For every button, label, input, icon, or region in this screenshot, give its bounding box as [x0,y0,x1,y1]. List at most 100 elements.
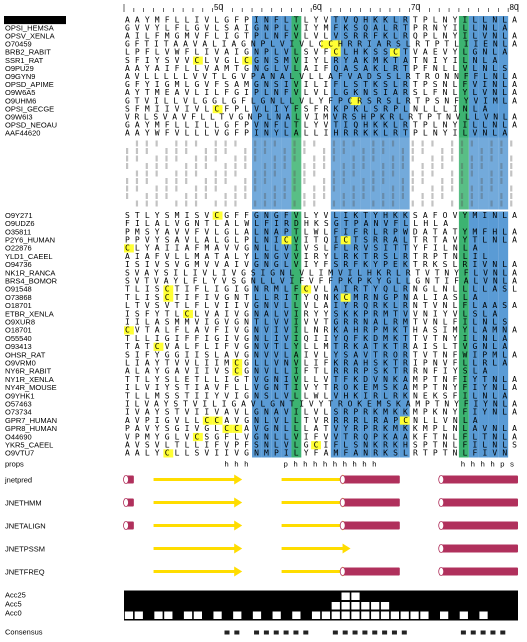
collapsed-residue-mark [293,170,296,177]
collapsed-sequences [126,140,513,207]
collapsed-residue-mark [155,155,158,162]
collapsed-residue-mark [470,140,473,147]
accessibility-cell [400,611,409,619]
collapsed-residue-mark [293,185,296,192]
consensus-mark [490,630,496,635]
cysteine-highlight [222,424,233,433]
cysteine-highlight [242,56,253,65]
ruler-tick-label: 70 [411,3,420,12]
conserved-column-shade [458,137,469,210]
prediction-label: jnetpred [4,476,32,485]
collapsed-residue-mark [342,140,345,147]
consensus-mark [273,630,279,635]
consensus-mark [342,630,348,635]
collapsed-residue-mark [244,178,247,184]
sequence-name: O9Y271 [5,211,33,220]
collapsed-residue-mark [411,170,414,177]
props-value: h [353,460,357,469]
collapsed-residue-mark [332,155,336,162]
sequence-name: OPSI_GECGE [5,104,54,113]
collapsed-residue-mark [441,148,444,154]
sequence-residues: SVAYSILIVLIVGSIGNLVLIMVILHKRLRTVTNYFLVNL… [125,268,517,277]
props-value: p [500,460,504,469]
collapsed-residue-mark [273,140,276,147]
collapsed-residue-mark [510,155,513,162]
strand-arrow-shaft [281,547,344,550]
collapsed-residue-mark [382,148,385,154]
conserved-column-shade [458,211,469,458]
collapsed-residue-mark [401,155,404,162]
collapsed-residue-mark [135,185,139,192]
collapsed-residue-mark [510,193,513,199]
collapsed-residue-mark [303,148,306,154]
collapsed-residue-mark [362,185,365,192]
collapsed-residue-mark [204,185,207,192]
accessibility-background [124,590,518,621]
hydrophobic-column-shade [468,137,479,210]
accessibility-cell [459,611,468,619]
hydrophobic-column-shade [370,16,381,138]
sequence-name: O9VRM0 [5,359,36,368]
hydrophobic-column-shade [252,211,262,458]
props-value: h [343,460,347,469]
consensus-mark [480,630,486,635]
collapsed-residue-mark [372,155,375,162]
accessibility-cell [331,611,340,619]
sequence-name: BRS4_BOMOR [5,277,58,286]
accessibility-cell [341,611,350,619]
sequence-name: SSR1_RAT [5,56,44,65]
collapsed-residue-mark [224,163,227,169]
sequence-residues: ALAYGAVIIVSCGNVLLIFTLRRRPSKTRRNFIYSLA [125,367,488,376]
collapsed-residue-mark [411,140,414,147]
collapsed-residue-mark [254,170,257,177]
collapsed-residue-mark [135,170,139,177]
sequence-name: ETBR_XENLA [5,309,54,318]
collapsed-residue-mark [175,185,178,192]
collapsed-residue-mark [352,200,355,207]
collapsed-residue-mark [460,140,464,147]
accessibility-cell [183,611,193,619]
collapsed-residue-mark [194,155,198,162]
collapsed-residue-mark [480,185,483,192]
cysteine-highlight [124,326,134,335]
collapsed-residue-mark [263,140,267,147]
collapsed-residue-mark [293,200,296,207]
collapsed-residue-mark [293,148,296,154]
sequence-name: O73734 [5,408,32,417]
collapsed-residue-mark [145,170,148,177]
collapsed-residue-mark [175,170,178,177]
hydrophobic-column-shade [252,137,262,210]
sequence-name: O73868 [5,293,32,302]
sequence-residues: SFMIIVIVLCFPLVLIYFSFRKPKLSRPLNLLLINLA [125,104,488,113]
accessibility-cell [371,602,380,610]
collapsed-residue-mark [313,200,316,207]
collapsed-residue-mark [214,185,217,192]
consensus-mark [391,630,397,635]
collapsed-residue-mark [293,140,296,147]
helix-bar [439,544,518,553]
accessibility-label: Acc5 [5,600,22,609]
sequence-name: O93413 [5,342,32,351]
cysteine-highlight [192,432,203,442]
hydrophobic-column-shade [261,137,272,210]
helix-bar [439,567,518,576]
collapsed-residue-mark [204,178,207,184]
collapsed-residue-mark [204,193,207,199]
sequence-residues: SVTVAYLFLYVSGNLLVIFVFFPKPKYGLLGNTIFALVNL… [125,277,517,286]
prediction-label: JNETALIGN [5,522,46,531]
collapsed-residue-mark [451,185,454,192]
sequence-name: OPSD_NEOAU [5,121,57,130]
collapsed-residue-mark [421,200,424,207]
collapsed-residue-mark [431,140,434,147]
collapsed-residue-mark [421,163,424,169]
collapsed-residue-mark [342,148,345,154]
collapsed-residue-mark [490,155,493,162]
hydrophobic-column-shade [478,211,489,458]
cysteine-highlight [183,309,193,319]
hydrophobic-column-shade [370,137,381,210]
accessibility-cell [361,602,370,610]
collapsed-residue-mark [283,155,286,162]
collapsed-residue-mark [204,163,207,169]
hydrophobic-column-shade [468,211,479,458]
